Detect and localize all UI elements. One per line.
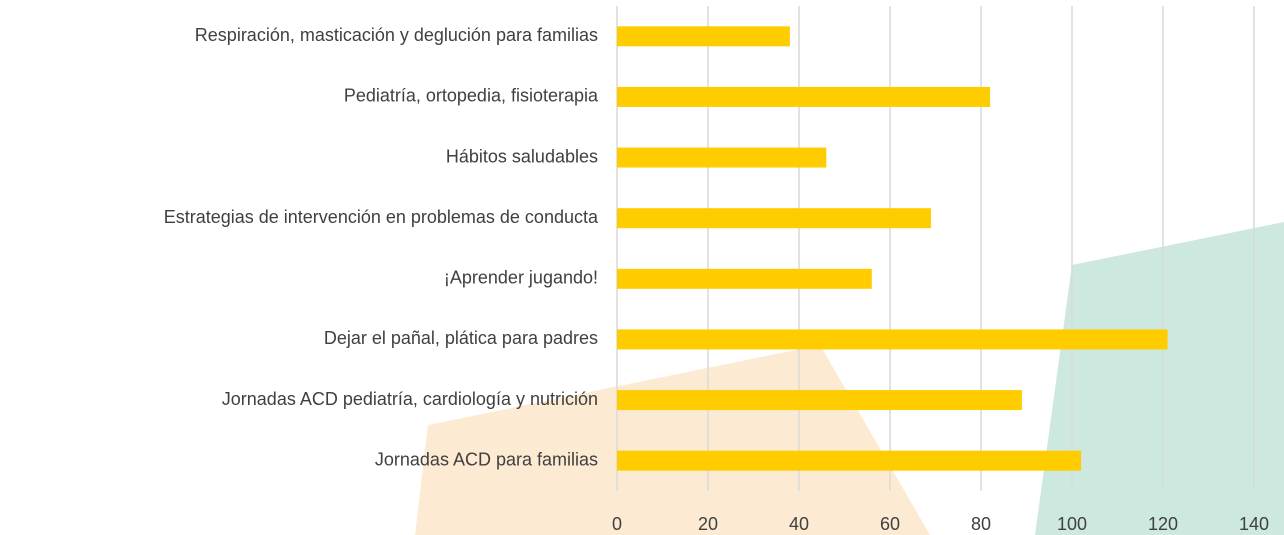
x-tick-label: 80 xyxy=(971,514,991,534)
decor-beige xyxy=(415,345,930,535)
y-tick-label: Jornadas ACD pediatría, cardiología y nu… xyxy=(222,389,598,409)
y-tick-label: Jornadas ACD para familias xyxy=(375,449,598,469)
x-tick-label: 40 xyxy=(789,514,809,534)
y-tick-label: Dejar el pañal, plática para padres xyxy=(324,328,598,348)
x-tick-label: 60 xyxy=(880,514,900,534)
bar xyxy=(617,390,1022,411)
y-tick-label: Hábitos saludables xyxy=(446,146,598,166)
bar xyxy=(617,329,1168,350)
y-tick-label: Respiración, masticación y deglución par… xyxy=(195,25,598,45)
bar xyxy=(617,268,872,289)
x-tick-label: 140 xyxy=(1239,514,1269,534)
bar xyxy=(617,450,1082,471)
bar xyxy=(617,208,931,229)
y-tick-label: Pediatría, ortopedia, fisioterapia xyxy=(344,86,599,106)
decor-green xyxy=(1035,222,1284,535)
y-tick-label: ¡Aprender jugando! xyxy=(444,268,598,288)
x-tick-label: 120 xyxy=(1148,514,1178,534)
bar xyxy=(617,86,991,107)
x-tick-label: 20 xyxy=(698,514,718,534)
x-tick-label: 100 xyxy=(1057,514,1087,534)
bar xyxy=(617,147,827,168)
y-tick-label: Estrategias de intervención en problemas… xyxy=(164,207,599,227)
bar xyxy=(617,26,790,47)
x-tick-label: 0 xyxy=(612,514,622,534)
